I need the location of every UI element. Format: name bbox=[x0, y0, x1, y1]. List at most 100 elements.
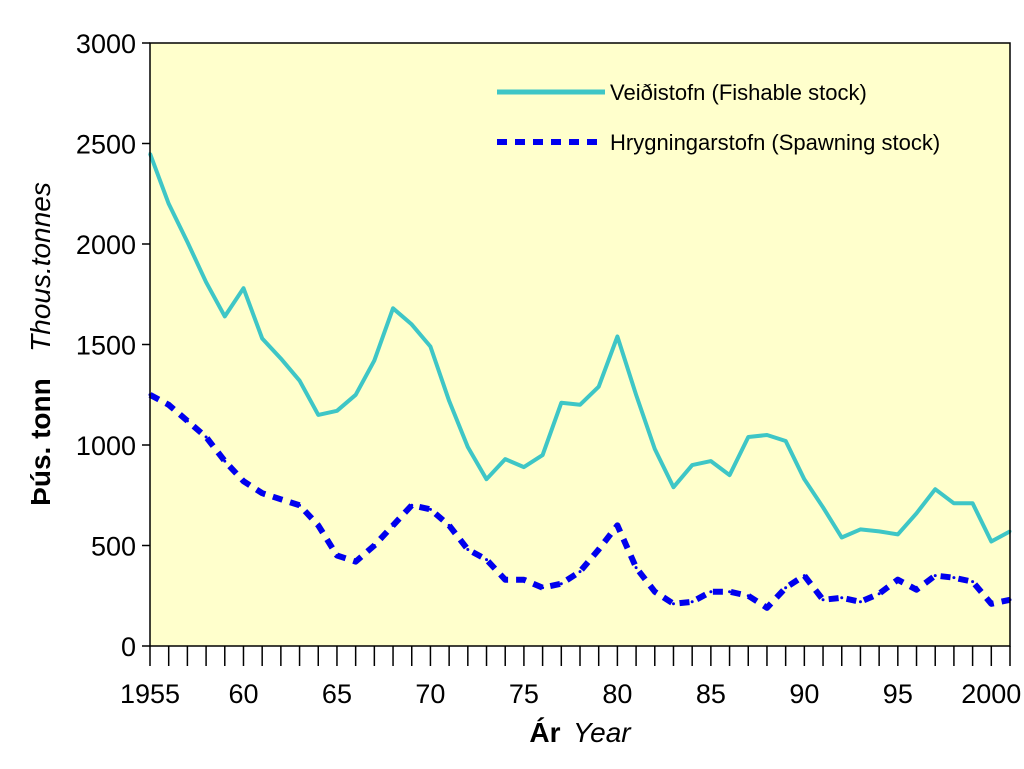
x-tick-label: 90 bbox=[789, 679, 819, 709]
data-point-fishable bbox=[503, 457, 507, 461]
y-tick-label: 0 bbox=[121, 632, 136, 662]
series-line-spawning bbox=[148, 392, 1011, 611]
data-point-fishable bbox=[746, 435, 750, 439]
data-point-spawning bbox=[896, 578, 900, 582]
data-point-fishable bbox=[428, 345, 432, 349]
data-point-spawning bbox=[298, 503, 302, 507]
data-point-fishable bbox=[952, 501, 956, 505]
data-point-spawning bbox=[466, 548, 470, 552]
x-tick-label: 80 bbox=[602, 679, 632, 709]
x-tick-label: 70 bbox=[415, 679, 445, 709]
y-axis-label-italic: Thous.tonnes bbox=[25, 182, 56, 352]
data-point-spawning bbox=[877, 592, 881, 596]
y-tick-label: 3000 bbox=[76, 29, 136, 59]
x-axis-ticks: 1955 60 65 70 75 80 85 90 95 2000 bbox=[120, 646, 1021, 709]
data-point-fishable bbox=[298, 379, 302, 383]
x-tick-label: 65 bbox=[322, 679, 352, 709]
data-point-fishable bbox=[989, 539, 993, 543]
data-point-fishable bbox=[541, 453, 545, 457]
data-point-spawning bbox=[578, 570, 582, 574]
data-point-fishable bbox=[728, 473, 732, 477]
x-axis-label: Ár Year bbox=[529, 717, 632, 748]
data-point-fishable bbox=[615, 334, 619, 338]
data-point-spawning bbox=[840, 596, 844, 600]
x-tick-label: 1955 bbox=[120, 679, 180, 709]
plot-background bbox=[150, 43, 1010, 646]
data-point-fishable bbox=[765, 433, 769, 437]
data-point-spawning bbox=[541, 586, 545, 590]
data-point-fishable bbox=[634, 393, 638, 397]
data-point-spawning bbox=[653, 590, 657, 594]
x-axis-label-bold: Ár bbox=[529, 717, 560, 748]
data-point-fishable bbox=[933, 487, 937, 491]
y-axis-label-bold: Þús. tonn bbox=[25, 378, 56, 506]
data-point-spawning bbox=[802, 574, 806, 578]
data-point-spawning bbox=[485, 558, 489, 562]
x-tick-label: 85 bbox=[696, 679, 726, 709]
data-point-spawning bbox=[279, 497, 283, 501]
x-tick-label: 60 bbox=[228, 679, 258, 709]
x-tick-label: 75 bbox=[509, 679, 539, 709]
y-tick-label: 1000 bbox=[76, 431, 136, 461]
data-point-fishable bbox=[260, 336, 264, 340]
data-point-fishable bbox=[354, 393, 358, 397]
data-point-spawning bbox=[522, 578, 526, 582]
data-point-fishable bbox=[671, 485, 675, 489]
x-tick-label: 2000 bbox=[961, 679, 1021, 709]
data-point-spawning bbox=[971, 580, 975, 584]
data-point-fishable bbox=[877, 529, 881, 533]
data-point-fishable bbox=[204, 280, 208, 284]
data-point-spawning bbox=[821, 598, 825, 602]
data-point-fishable bbox=[485, 477, 489, 481]
y-axis-ticks: 0 500 1000 1500 2000 2500 3000 bbox=[76, 29, 150, 662]
data-point-spawning bbox=[503, 578, 507, 582]
data-point-spawning bbox=[335, 554, 339, 558]
legend: Veiðistofn (Fishable stock) Hrygningarst… bbox=[497, 80, 940, 155]
data-point-fishable bbox=[410, 322, 414, 326]
legend-label-fishable: Veiðistofn (Fishable stock) bbox=[610, 80, 867, 105]
y-tick-label: 2500 bbox=[76, 130, 136, 160]
data-point-spawning bbox=[989, 602, 993, 606]
data-point-spawning bbox=[858, 600, 862, 604]
data-point-spawning bbox=[316, 523, 320, 527]
data-point-fishable bbox=[784, 439, 788, 443]
data-point-fishable bbox=[335, 409, 339, 413]
x-axis-label-italic: Year bbox=[573, 717, 632, 748]
data-point-fishable bbox=[915, 511, 919, 515]
data-point-spawning bbox=[671, 602, 675, 606]
data-point-fishable bbox=[466, 445, 470, 449]
data-point-fishable bbox=[372, 359, 376, 363]
data-point-fishable bbox=[896, 532, 900, 536]
data-point-spawning bbox=[765, 606, 769, 610]
data-point-spawning bbox=[391, 523, 395, 527]
y-tick-label: 500 bbox=[91, 532, 136, 562]
data-point-spawning bbox=[709, 590, 713, 594]
data-point-fishable bbox=[578, 403, 582, 407]
x-tick-label: 95 bbox=[883, 679, 913, 709]
data-point-spawning bbox=[634, 566, 638, 570]
data-point-spawning bbox=[204, 435, 208, 439]
legend-label-spawning: Hrygningarstofn (Spawning stock) bbox=[610, 130, 940, 155]
data-point-fishable bbox=[223, 314, 227, 318]
data-point-spawning bbox=[915, 588, 919, 592]
data-point-spawning bbox=[410, 503, 414, 507]
data-point-fishable bbox=[391, 306, 395, 310]
data-point-spawning bbox=[354, 560, 358, 564]
data-point-fishable bbox=[185, 240, 189, 244]
data-point-spawning bbox=[933, 574, 937, 578]
data-point-fishable bbox=[447, 399, 451, 403]
data-point-spawning bbox=[559, 582, 563, 586]
data-point-fishable bbox=[802, 477, 806, 481]
data-point-fishable bbox=[167, 202, 171, 206]
data-point-fishable bbox=[821, 505, 825, 509]
data-point-spawning bbox=[428, 507, 432, 511]
data-point-fishable bbox=[279, 357, 283, 361]
data-point-fishable bbox=[971, 501, 975, 505]
data-point-spawning bbox=[597, 548, 601, 552]
y-tick-label: 1500 bbox=[76, 331, 136, 361]
data-point-spawning bbox=[260, 491, 264, 495]
data-point-spawning bbox=[241, 479, 245, 483]
data-point-fishable bbox=[690, 463, 694, 467]
data-point-spawning bbox=[372, 544, 376, 547]
